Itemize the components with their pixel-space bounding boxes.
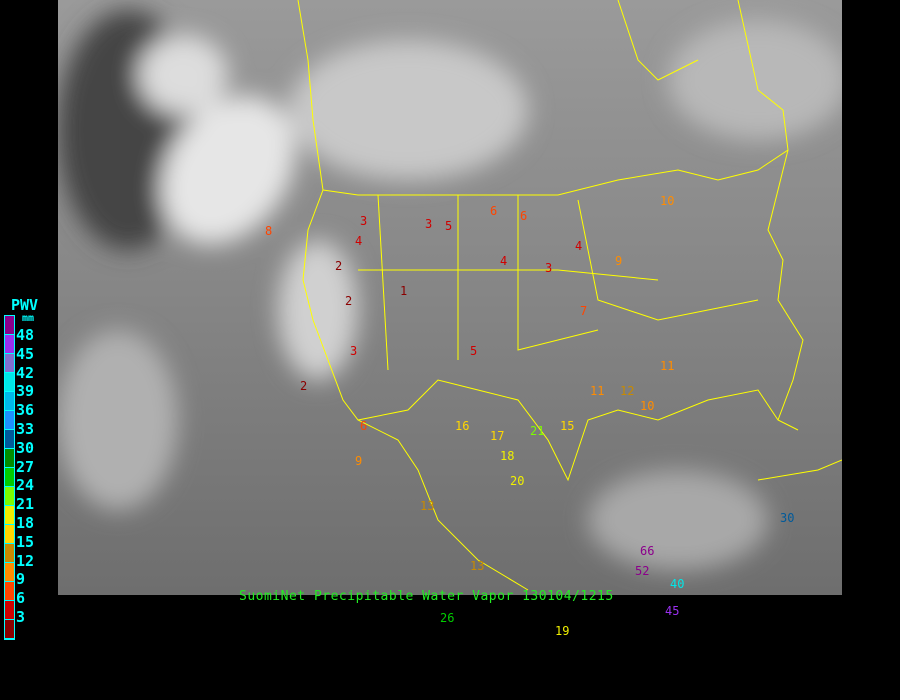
legend-label: 36 [16,401,35,420]
station-pwv-value: 3 [360,214,368,228]
station-pwv-value: 2 [335,259,343,273]
legend-label: 39 [16,382,35,401]
station-pwv-value: 11 [660,359,675,373]
legend-swatch [5,392,14,411]
legend-swatch [5,316,14,335]
station-pwv-value: 13 [420,499,435,513]
cloud-field [58,10,842,570]
station-pwv-value: 21 [530,424,545,438]
station-pwv-value: 4 [575,239,583,253]
legend-label: 30 [16,438,35,457]
station-pwv-value: 18 [500,449,515,463]
legend-label: 24 [16,476,35,495]
borders [297,0,842,591]
station-pwv-value: 16 [455,419,470,433]
map-caption: SuomiNet Precipitable Water Vapor 130104… [239,589,614,604]
station-pwv-value: 2 [345,294,353,308]
station-pwv-value: 17 [490,429,505,443]
legend-swatch [5,430,14,449]
station-pwv-value: 6 [490,204,498,218]
station-pwv-value: 26 [440,611,455,625]
legend-label: 15 [16,532,35,551]
station-pwv-value: 45 [665,604,680,618]
legend-title: PWV [11,296,39,314]
legend-swatch [5,335,14,354]
legend-label: 33 [16,420,35,438]
station-pwv-value: 20 [510,474,525,488]
station-pwv-value: 1 [400,284,408,298]
station-pwv-value: 11 [590,384,605,398]
legend-label: 3 [16,608,26,626]
station-pwv-value: 5 [470,344,478,358]
station-pwv-value: 4 [355,234,363,248]
legend-label: 45 [16,344,35,363]
legend-swatch [5,373,14,392]
station-pwv-value: 6 [360,419,368,433]
legend-swatch [5,354,14,373]
station-pwv-value: 10 [660,194,675,208]
station-pwv-value: 10 [640,399,655,413]
station-pwv-value: 13 [470,559,485,573]
legend-label: 48 [16,326,35,344]
legend-label: 27 [16,457,35,476]
legend-label: 9 [16,570,26,589]
station-pwv-value: 30 [780,511,795,525]
legend-swatch [5,544,14,563]
station-pwv-value: 8 [265,224,273,238]
satellite-map[interactable]: 3 5 6 4 3 2 1 2 4 3 5 6 4 2 3 7 8 9 10 11 12 13 15 16 17 18 20 21 19… [58,0,842,637]
legend-label: 6 [16,589,26,608]
station-pwv-value: 66 [640,544,655,558]
station-pwv-value: 3 [350,344,358,358]
station-pwv-value: 6 [520,209,528,223]
station-pwv-value: 3 [545,261,553,275]
legend-swatch [5,468,14,487]
station-pwv-value: 5 [445,219,453,233]
station-pwv-value: 4 [500,254,508,268]
legend-swatch [5,601,14,620]
station-pwv-value: 9 [355,454,363,468]
station-pwv-value: 7 [580,304,588,318]
station-pwv-value: 15 [560,419,575,433]
legend-swatch [5,620,14,639]
map-overlay [58,0,842,591]
legend-swatch [5,582,14,601]
station-pwv-value: 3 [425,217,433,231]
legend-label: 12 [16,551,35,570]
legend-swatch [5,411,14,430]
station-pwv-value: 19 [555,624,570,638]
station-pwv-value: 2 [300,379,308,393]
legend-swatch [5,449,14,468]
legend-colorbar [4,315,15,640]
legend-label: 21 [16,495,35,514]
legend-swatch [5,487,14,506]
legend-swatch [5,525,14,544]
legend-swatch [5,506,14,525]
station-pwv-value: 9 [615,254,623,268]
legend-label: 18 [16,514,35,532]
station-pwv-value: 52 [635,564,650,578]
station-pwv-value: 40 [670,577,685,591]
legend-label: 42 [16,363,35,382]
station-pwv-value: 12 [620,384,635,398]
legend-swatch [5,563,14,582]
legend-unit: mm [22,313,35,324]
